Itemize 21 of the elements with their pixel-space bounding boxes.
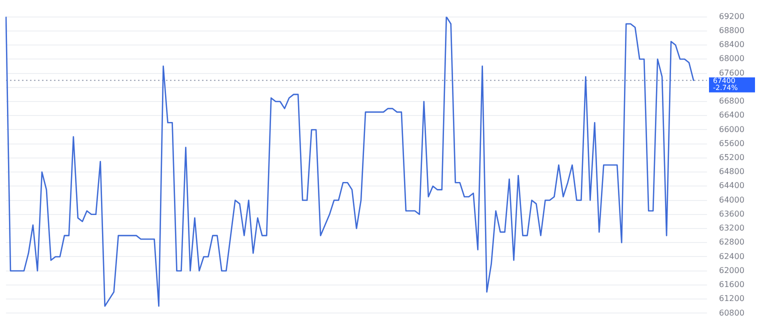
y-tick-label: 64800 bbox=[719, 167, 744, 176]
y-tick-label: 66000 bbox=[719, 124, 744, 134]
y-tick-label: 69200 bbox=[719, 12, 744, 21]
y-tick-label: 62400 bbox=[719, 252, 744, 261]
y-tick-label: 68400 bbox=[719, 40, 744, 50]
y-tick-label: 64400 bbox=[719, 181, 744, 190]
y-tick-label: 63200 bbox=[719, 224, 744, 233]
y-tick-label: 68000 bbox=[719, 54, 744, 64]
y-tick-label: 65600 bbox=[719, 138, 744, 148]
y-tick-label: 64000 bbox=[719, 195, 744, 204]
y-tick-label: 66800 bbox=[719, 96, 744, 106]
y-tick-label: 60800 bbox=[719, 308, 744, 318]
y-tick-label: 66400 bbox=[719, 110, 744, 120]
y-tick-label: 67600 bbox=[719, 68, 744, 78]
y-tick-label: 61200 bbox=[719, 294, 744, 304]
y-tick-label: 65200 bbox=[719, 153, 744, 162]
y-tick-label: 63600 bbox=[719, 209, 744, 218]
y-tick-label: 62800 bbox=[719, 238, 744, 247]
y-tick-label: 62000 bbox=[719, 266, 744, 275]
y-tick-label: 61600 bbox=[719, 280, 744, 290]
y-tick-label: 68800 bbox=[719, 26, 744, 35]
